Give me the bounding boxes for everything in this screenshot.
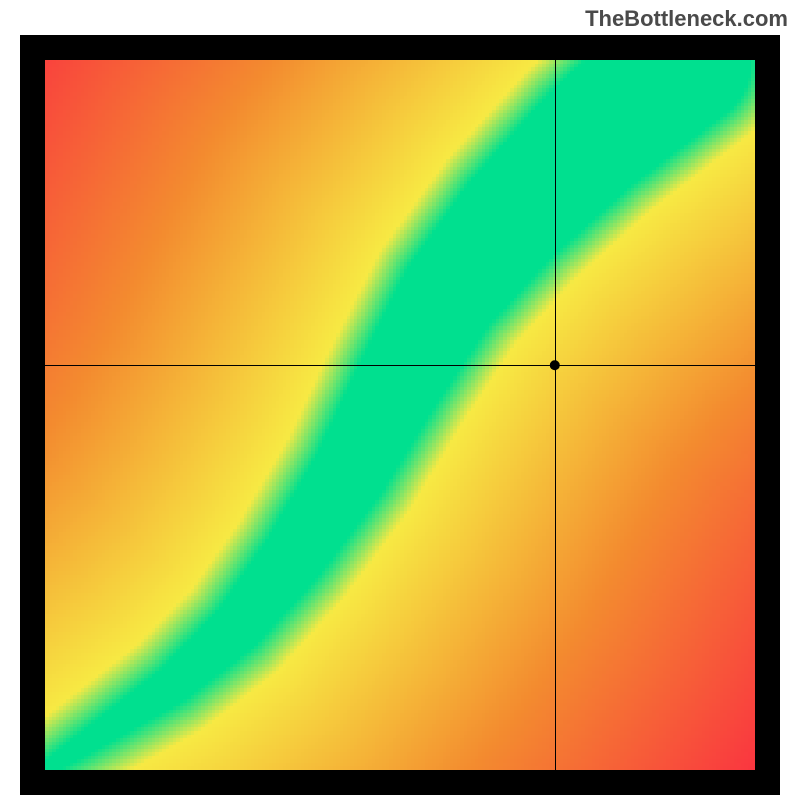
heatmap-canvas bbox=[45, 60, 755, 770]
root-container: TheBottleneck.com bbox=[0, 0, 800, 800]
watermark-text: TheBottleneck.com bbox=[585, 6, 788, 32]
plot-frame bbox=[20, 35, 780, 795]
